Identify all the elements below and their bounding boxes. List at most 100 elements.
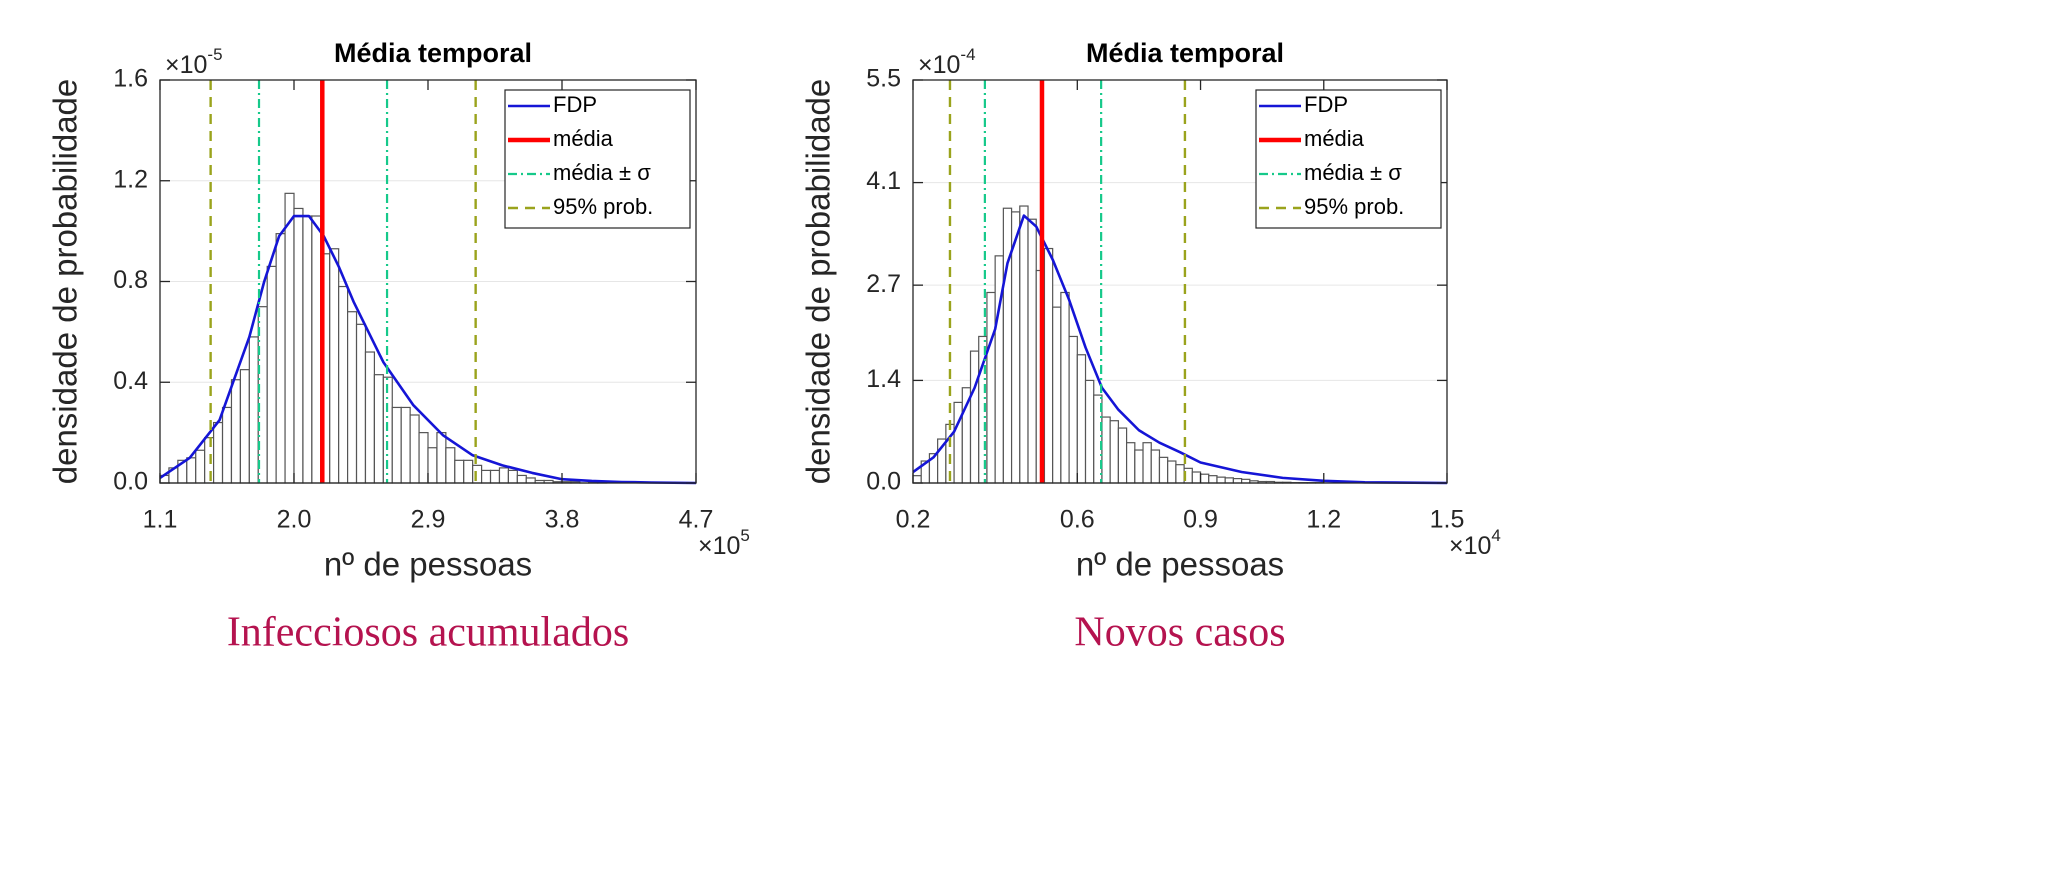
bar [1117,427,1128,484]
legend-label: FDP [553,92,597,117]
legend-box [504,89,691,229]
x-scale-exponent: 4 [1491,526,1500,545]
y-axis-label: densidade de probabilidade [47,79,84,485]
bar [1224,477,1234,484]
bar [1191,471,1202,484]
bar [427,447,438,484]
y-scale-exponent: -4 [960,45,975,64]
legend-label: média [553,126,614,151]
y-scale-base: ×10 [918,51,960,79]
bar [230,379,241,484]
bar [1068,335,1078,484]
bar [221,406,233,484]
bar [986,291,996,484]
bar [1043,247,1054,484]
x-axis-label: nº de pessoas [1076,546,1284,583]
bar [204,437,215,484]
legend-label: média ± σ [1304,160,1402,185]
x-tick-label: 3.8 [545,506,580,534]
caption: Infecciosos acumulados [227,610,629,656]
bar [266,265,277,484]
y-scale-label: ×10-5 [165,45,223,78]
bar [275,233,286,484]
bar [1101,416,1111,484]
bar [1019,205,1029,484]
bar [1134,449,1144,484]
y-scale-base: ×10 [165,51,207,79]
y-scale-exponent: -5 [207,45,222,64]
bar [373,374,384,484]
bar [329,248,340,484]
bar [1010,211,1021,484]
bar [364,351,376,484]
bar [1232,478,1243,484]
bar [481,469,492,484]
caption: Novos casos [1074,610,1285,656]
x-tick-label: 1.1 [143,506,178,534]
y-tick-label: 0.8 [113,266,148,294]
x-tick-label: 1.2 [1306,506,1341,534]
y-tick-label: 1.6 [113,65,148,93]
x-scale-base: ×10 [1449,532,1491,560]
bar [409,414,420,484]
bar [436,432,447,484]
bar [186,457,197,484]
x-tick-label: 2.0 [277,506,312,534]
bar [239,369,250,484]
y-tick-label: 1.4 [866,365,901,393]
bar [1175,464,1185,484]
x-scale-exponent: 5 [740,526,749,545]
bar [1109,420,1119,484]
bar [1142,442,1152,484]
legend-box [1255,89,1442,229]
bar [284,192,295,484]
bar [1158,456,1169,484]
bar [1150,449,1161,484]
x-tick-label: 4.7 [679,506,714,534]
y-tick-label: 4.1 [866,167,901,195]
bar [338,285,349,484]
bar [1199,473,1210,484]
y-tick-label: 0.0 [113,468,148,496]
bar [418,432,429,484]
x-scale-label: ×104 [1449,526,1501,559]
x-scale-base: ×10 [698,532,740,560]
y-tick-label: 0.4 [113,367,148,395]
bar [1167,460,1177,484]
bar [213,421,224,484]
bar [347,311,358,484]
bar [498,467,510,484]
bar [472,464,483,484]
chart: 0.00.40.81.21.61.1 2.0 2.9 3.8 4.7×10-5×105M… [47,38,750,656]
pdf-line [912,214,1448,485]
chart: 0.01.42.74.15.50.2 0.6 0.9 1.2 1.5×10-4×104M… [800,38,1501,656]
bar [1216,476,1226,484]
bar [1060,291,1070,484]
bar [311,215,322,484]
axes-box [912,79,1448,484]
legend-label: média [1304,126,1365,151]
x-tick-label: 2.9 [411,506,446,534]
legend-label: FDP [1304,92,1348,117]
bar [355,323,367,484]
x-tick-label: 1.5 [1430,506,1465,534]
x-axis-label: nº de pessoas [324,546,532,583]
bar [516,474,527,484]
bar [1002,207,1013,484]
bar [1208,475,1218,484]
bar [391,406,402,484]
bar [969,350,980,484]
bar [463,459,474,484]
bar [1125,442,1136,484]
chart-title: Média temporal [1086,38,1284,68]
x-scale-label: ×105 [698,526,750,559]
bar [1027,218,1037,484]
bar [1052,306,1062,484]
bar [454,459,465,484]
legend-label: 95% prob. [1304,194,1404,219]
y-tick-label: 0.0 [866,468,901,496]
y-tick-label: 1.2 [113,165,148,193]
bar [507,469,518,484]
legend-label: 95% prob. [553,194,653,219]
